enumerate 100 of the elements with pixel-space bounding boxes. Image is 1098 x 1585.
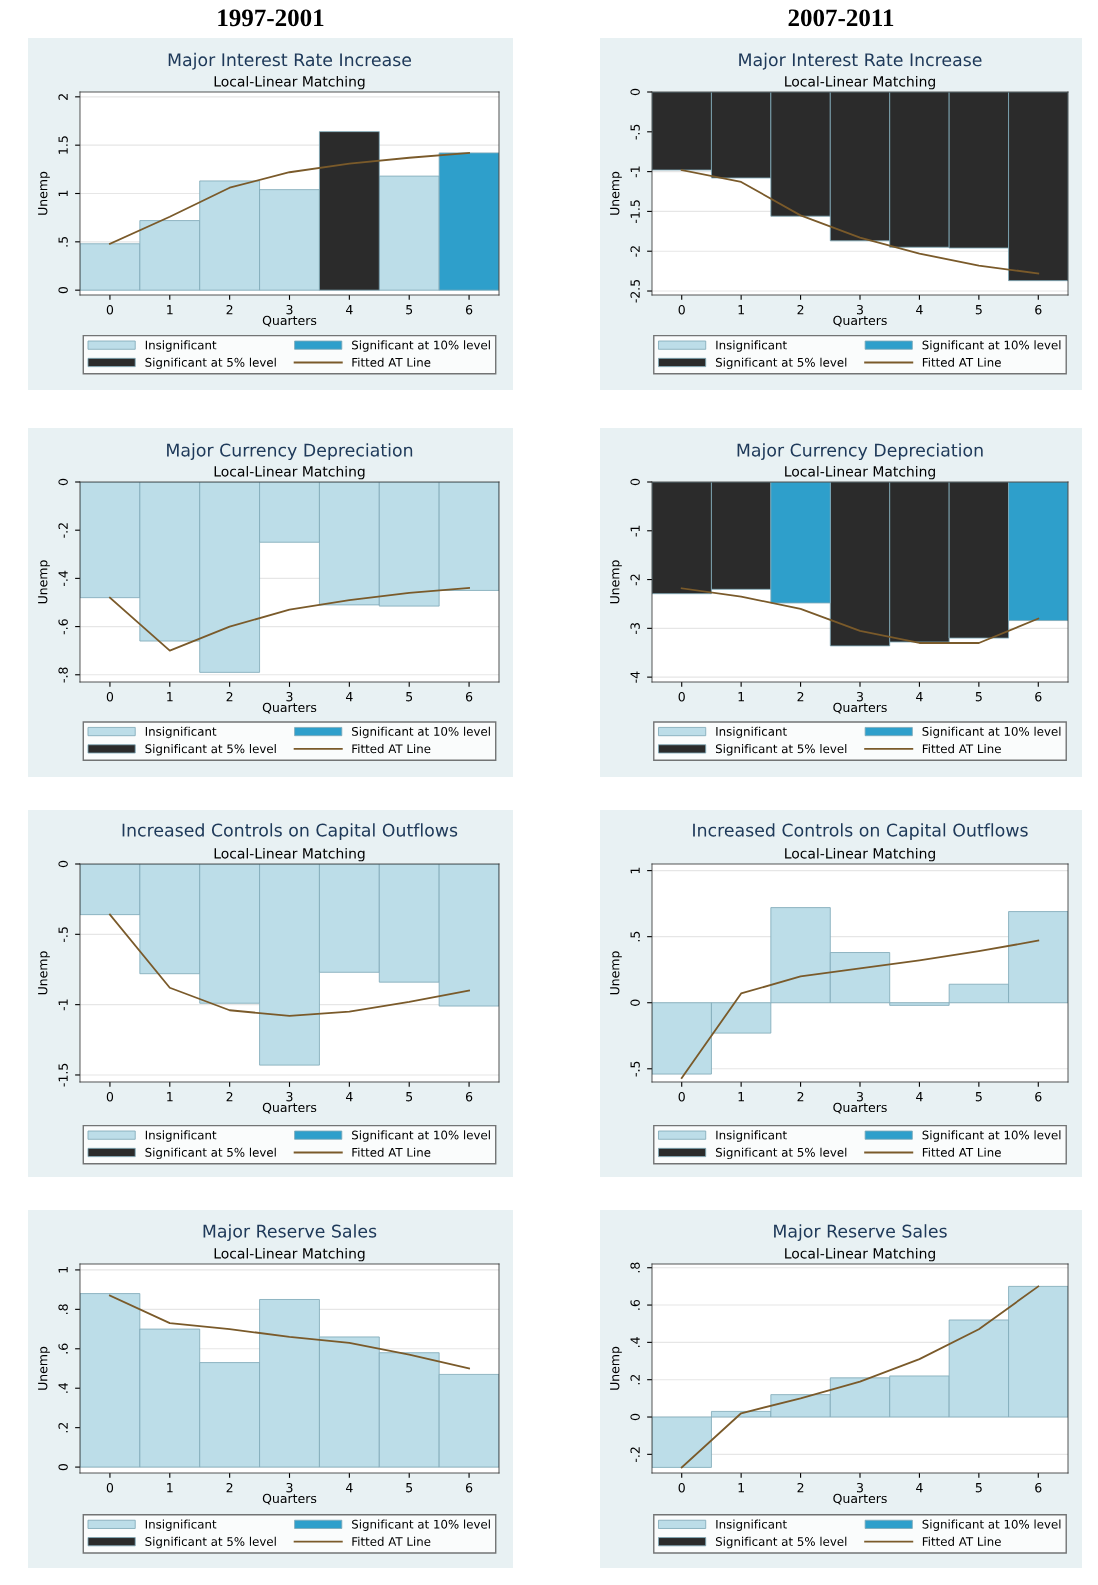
legend-label: Insignificant — [716, 1130, 787, 1142]
y-axis-title: Unemp — [38, 1346, 50, 1390]
x-tick-label: 6 — [465, 304, 473, 315]
y-axis-title: Unemp — [610, 1346, 622, 1390]
x-tick-label: 2 — [226, 691, 233, 702]
x-tick-label: 3 — [856, 304, 863, 315]
y-tick-label: 0 — [58, 478, 68, 486]
y-tick-label: -1.5 — [630, 200, 640, 223]
x-tick-label: 0 — [678, 304, 685, 315]
x-tick-label: 2 — [226, 304, 233, 315]
legend-label: Fitted AT Line — [922, 357, 1001, 367]
y-tick-label: 1.5 — [58, 136, 68, 154]
y-axis-title: Unemp — [38, 951, 50, 995]
legend-label: Insignificant — [145, 1519, 217, 1531]
y-tick-label: 0 — [630, 478, 640, 486]
x-tick-label: 4 — [345, 1092, 353, 1102]
y-tick-label: -4 — [630, 671, 640, 683]
x-tick-label: 1 — [738, 305, 744, 315]
chart-subtitle: Local-Linear Matching — [785, 847, 935, 862]
chart-subtitle: Local-Linear Matching — [214, 75, 365, 90]
legend-label: Significant at 5% level — [715, 1147, 847, 1160]
x-tick-label: 6 — [465, 1482, 473, 1493]
x-tick-label: 0 — [106, 304, 114, 315]
x-tick-label: 4 — [916, 692, 923, 702]
legend-label: Significant at 5% level — [145, 744, 276, 756]
y-tick-label: -.8 — [58, 667, 68, 683]
legend-label: Fitted AT Line — [352, 744, 431, 754]
legend-label: Significant at 5% level — [715, 357, 847, 370]
x-tick-label: 5 — [406, 1483, 413, 1493]
x-tick-label: 1 — [167, 305, 173, 315]
x-tick-label: 5 — [975, 1483, 982, 1493]
y-tick-label: .6 — [630, 1299, 640, 1310]
line-series — [680, 587, 1040, 644]
legend-label: Significant at 5% level — [715, 1536, 847, 1549]
x-tick-label: 3 — [856, 1482, 863, 1493]
x-tick-label: 4 — [916, 305, 923, 315]
legend-label: Fitted AT Line — [352, 1536, 431, 1546]
chart-title: Increased Controls on Capital Outflows — [122, 823, 458, 841]
legend-label: Fitted AT Line — [922, 744, 1001, 754]
y-tick-label: .4 — [630, 1337, 640, 1347]
legend-label: Significant at 5% level — [145, 1536, 276, 1549]
chart-title: Major Reserve Sales — [774, 1224, 947, 1242]
x-tick-label: 4 — [345, 1483, 353, 1493]
legend-label: Insignificant — [716, 726, 787, 739]
x-tick-label: 2 — [226, 1091, 233, 1102]
chart-title: Major Currency Depreciation — [737, 443, 983, 460]
x-axis-title: Quarters — [833, 1493, 887, 1505]
chart-subtitle: Local-Linear Matching — [785, 1247, 935, 1262]
x-tick-label: 3 — [286, 1091, 293, 1102]
legend-label: Significant at 10% level — [922, 340, 1061, 352]
x-tick-label: 5 — [975, 1092, 982, 1102]
x-tick-label: 1 — [738, 1483, 744, 1493]
x-tick-label: 1 — [167, 692, 173, 702]
y-tick-label: -1 — [58, 999, 68, 1011]
chart-subtitle: Local-Linear Matching — [785, 465, 935, 480]
legend-label: Significant at 5% level — [715, 744, 847, 756]
legend-label: Insignificant — [716, 1519, 787, 1531]
y-tick-label: -1.5 — [58, 1063, 68, 1087]
line-series — [680, 169, 1040, 275]
y-tick-label: 0 — [630, 1413, 640, 1421]
x-tick-label: 0 — [106, 1091, 114, 1102]
chart-subtitle: Local-Linear Matching — [785, 75, 935, 90]
x-tick-label: 5 — [406, 1092, 413, 1102]
x-tick-label: 0 — [678, 691, 685, 702]
x-tick-label: 1 — [738, 1092, 744, 1102]
x-tick-label: 4 — [916, 1092, 923, 1102]
y-tick-label: .5 — [630, 931, 640, 942]
x-axis-title: Quarters — [262, 702, 317, 714]
x-tick-label: 3 — [286, 304, 293, 315]
legend-label: Significant at 10% level — [922, 1519, 1061, 1531]
x-tick-label: 2 — [797, 691, 804, 702]
x-tick-label: 4 — [916, 1483, 923, 1493]
y-tick-label: .6 — [58, 1343, 68, 1354]
legend-label: Insignificant — [716, 340, 787, 352]
y-tick-label: -.5 — [630, 1061, 640, 1077]
chart-subtitle: Local-Linear Matching — [214, 465, 365, 480]
text: 2007-2011 — [788, 9, 894, 27]
y-tick-label: -.4 — [58, 570, 68, 586]
legend-label: Insignificant — [145, 726, 217, 739]
x-tick-label: 3 — [856, 691, 863, 702]
x-tick-label: 0 — [106, 1482, 114, 1493]
y-axis-title: Unemp — [610, 951, 622, 995]
x-tick-label: 2 — [797, 1091, 804, 1102]
y-tick-label: -1 — [630, 166, 640, 178]
legend-label: Fitted AT Line — [922, 1147, 1001, 1157]
y-tick-label: 0 — [630, 88, 640, 96]
chart-title: Increased Controls on Capital Outflows — [693, 823, 1028, 841]
y-tick-label: 0 — [630, 999, 640, 1006]
x-tick-label: 0 — [678, 1091, 685, 1102]
chart-title: Major Currency Depreciation — [167, 443, 413, 460]
legend-label: Significant at 10% level — [922, 1130, 1061, 1142]
x-axis-title: Quarters — [262, 1102, 317, 1114]
y-tick-label: .2 — [630, 1374, 640, 1385]
x-tick-label: 6 — [1035, 304, 1042, 315]
y-tick-label: -.2 — [58, 523, 68, 538]
line-series — [680, 939, 1040, 1079]
x-tick-label: 5 — [975, 305, 982, 315]
x-tick-label: 6 — [1035, 1091, 1042, 1102]
line-series — [680, 1285, 1040, 1469]
y-tick-label: -2 — [630, 574, 640, 586]
